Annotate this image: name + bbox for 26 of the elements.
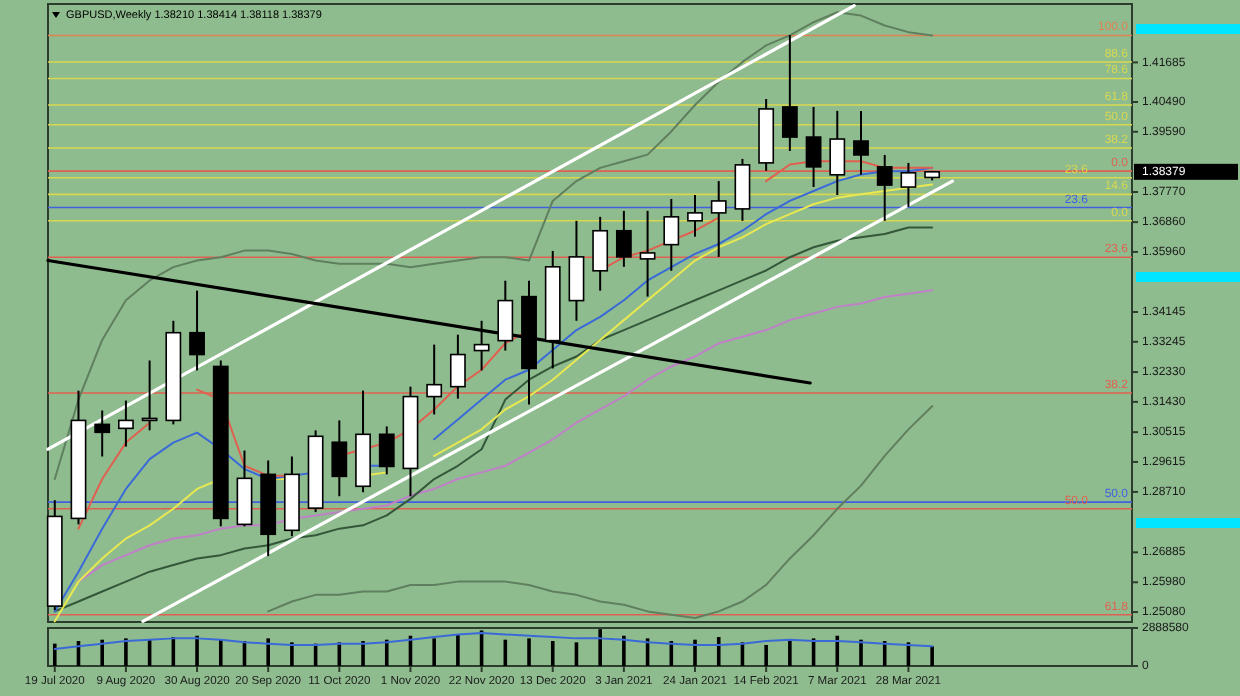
candlestick [497, 279, 514, 352]
candlestick [592, 215, 609, 292]
candlestick [876, 153, 893, 222]
candlestick [687, 193, 703, 238]
line-series [77, 289, 934, 583]
candlestick [189, 289, 205, 372]
candlestick [449, 333, 466, 400]
candlestick [639, 209, 656, 298]
candlestick [473, 319, 490, 372]
candlestick [236, 449, 253, 528]
candlestick [615, 209, 632, 268]
line-series [267, 405, 934, 620]
candlestick [829, 109, 846, 196]
candlestick [710, 180, 727, 258]
candlestick [568, 219, 585, 322]
line-series [53, 11, 934, 480]
candlestick [781, 34, 798, 152]
candlestick [734, 157, 751, 222]
candlestick [426, 343, 443, 416]
line-series [53, 632, 934, 650]
candlestick [331, 419, 348, 498]
candlestick [853, 109, 869, 176]
candlestick [94, 409, 111, 458]
candlestick [663, 197, 680, 272]
candlestick [805, 105, 822, 189]
candlestick [378, 425, 395, 476]
